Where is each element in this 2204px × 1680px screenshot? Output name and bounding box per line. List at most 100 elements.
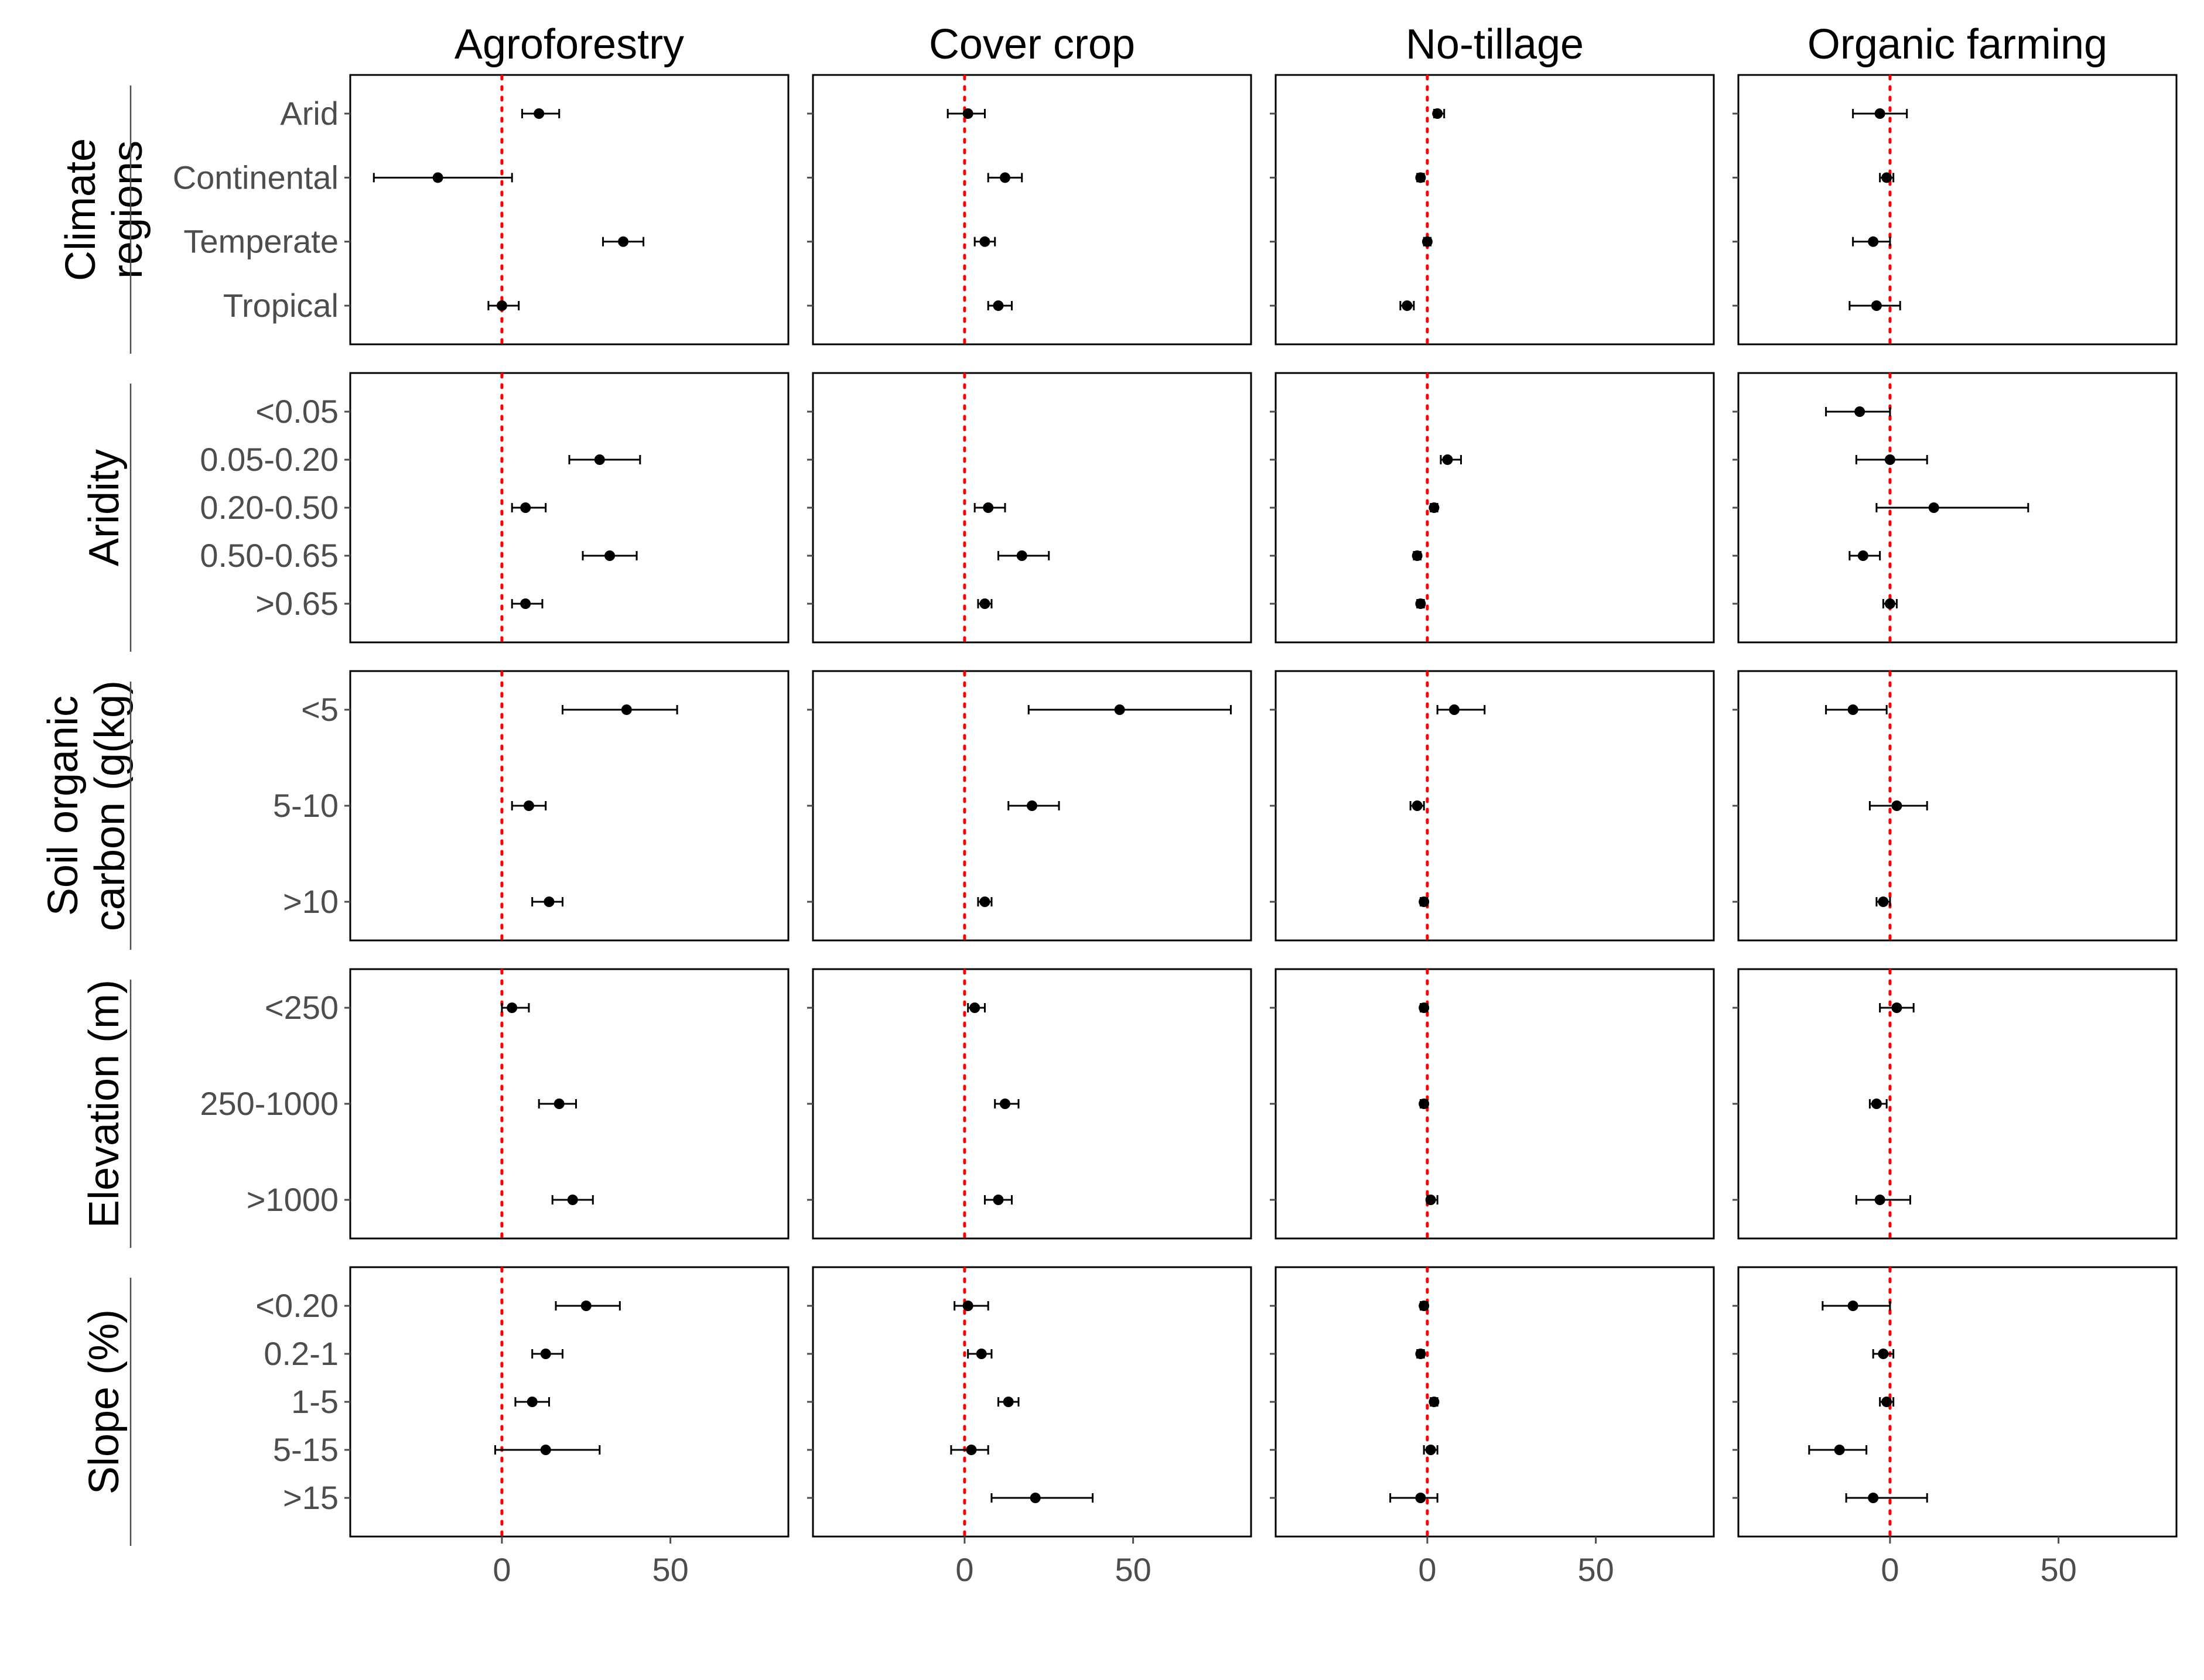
mean-point: [1448, 704, 1460, 715]
mean-point: [1871, 1099, 1882, 1109]
x-tick-label: 0: [1418, 1551, 1436, 1588]
mean-point: [1425, 1195, 1436, 1205]
mean-point: [540, 1349, 551, 1359]
x-tick-label: 50: [1115, 1551, 1151, 1588]
category-label: 5-10: [273, 787, 339, 824]
panel-frame-elevation-organic_farming: [1737, 968, 2178, 1240]
mean-point: [1027, 800, 1037, 811]
mean-point: [520, 502, 531, 513]
category-label: <0.05: [255, 393, 339, 430]
x-tick-label: 0: [955, 1551, 973, 1588]
mean-point: [1857, 550, 1868, 561]
mean-point: [1402, 300, 1413, 311]
mean-point: [1415, 172, 1426, 183]
row-title-line: Soil organic: [40, 696, 87, 916]
mean-point: [1884, 598, 1895, 609]
mean-point: [1415, 598, 1426, 609]
mean-point: [1847, 704, 1858, 715]
panel-frame-slope-cover_crop: [812, 1266, 1252, 1538]
panel-frame-climate-organic_farming: [1737, 74, 2178, 345]
column-title-agroforestry: Agroforestry: [455, 21, 684, 68]
mean-point: [534, 108, 545, 119]
mean-point: [1419, 1099, 1430, 1109]
mean-point: [1878, 897, 1889, 907]
row-title-line: Slope (%): [81, 1309, 128, 1494]
category-label: >1000: [247, 1181, 339, 1218]
mean-point: [999, 1099, 1010, 1109]
mean-point: [523, 800, 534, 811]
category-label: >10: [283, 883, 339, 920]
panel-frame-slope-no_tillage: [1274, 1266, 1715, 1538]
mean-point: [1412, 800, 1423, 811]
mean-point: [993, 300, 1004, 311]
mean-point: [1415, 1349, 1426, 1359]
panel-frame-soc-organic_farming: [1737, 670, 2178, 942]
mean-point: [1419, 1301, 1430, 1311]
mean-point: [1419, 897, 1430, 907]
mean-point: [540, 1445, 551, 1455]
x-tick-label: 50: [652, 1551, 688, 1588]
row-title-climate: Climateregions: [57, 138, 151, 281]
mean-point: [993, 1195, 1004, 1205]
mean-point: [1871, 300, 1882, 311]
mean-point: [1874, 1195, 1885, 1205]
mean-point: [983, 502, 994, 513]
mean-point: [1003, 1397, 1014, 1407]
mean-point: [1114, 704, 1125, 715]
category-label: >15: [283, 1479, 339, 1516]
mean-point: [567, 1195, 578, 1205]
mean-point: [1016, 550, 1027, 561]
category-label: 0.50-0.65: [200, 537, 339, 574]
category-label: <5: [301, 691, 339, 728]
mean-point: [1419, 1002, 1430, 1013]
row-title-line: Elevation (m): [81, 980, 128, 1228]
mean-point: [1881, 1397, 1892, 1407]
mean-point: [1891, 1002, 1902, 1013]
row-title-line: Aridity: [81, 449, 128, 566]
row-title-slope: Slope (%): [81, 1309, 128, 1494]
mean-point: [1928, 502, 1939, 513]
column-title-cover_crop: Cover crop: [929, 21, 1135, 68]
mean-point: [966, 1445, 977, 1455]
x-tick-label: 50: [2040, 1551, 2076, 1588]
mean-point: [594, 454, 605, 465]
panel-frame-climate-cover_crop: [812, 74, 1252, 345]
mean-point: [1868, 236, 1879, 247]
mean-point: [520, 598, 531, 609]
mean-point: [1415, 1493, 1426, 1503]
column-title-organic_farming: Organic farming: [1807, 21, 2107, 68]
category-label: Temperate: [183, 223, 339, 260]
mean-point: [1429, 502, 1440, 513]
mean-point: [1884, 454, 1895, 465]
mean-point: [1874, 108, 1885, 119]
mean-point: [507, 1002, 518, 1013]
category-label: 0.20-0.50: [200, 489, 339, 526]
panel-frame-soc-agroforestry: [349, 670, 790, 942]
category-label: 1-5: [291, 1383, 339, 1420]
mean-point: [999, 172, 1010, 183]
panel-frame-slope-agroforestry: [349, 1266, 790, 1538]
category-label: <250: [265, 989, 339, 1026]
row-title-soc: Soil organiccarbon (g(kg): [40, 680, 134, 931]
mean-point: [621, 704, 632, 715]
mean-point: [1868, 1493, 1879, 1503]
panel-frame-slope-organic_farming: [1737, 1266, 2178, 1538]
mean-point: [1891, 800, 1902, 811]
mean-point: [618, 236, 629, 247]
category-label: 5-15: [273, 1431, 339, 1468]
panel-frame-aridity-agroforestry: [349, 372, 790, 644]
mean-point: [527, 1397, 538, 1407]
panel-frame-climate-no_tillage: [1274, 74, 1715, 345]
mean-point: [580, 1301, 592, 1311]
mean-point: [1847, 1301, 1858, 1311]
mean-point: [432, 172, 443, 183]
mean-point: [553, 1099, 565, 1109]
panel-frame-elevation-no_tillage: [1274, 968, 1715, 1240]
panel-frame-aridity-no_tillage: [1274, 372, 1715, 644]
category-label: Continental: [173, 159, 339, 196]
x-tick-label: 50: [1577, 1551, 1614, 1588]
mean-point: [496, 300, 507, 311]
category-label: <0.20: [255, 1287, 339, 1324]
mean-point: [1878, 1349, 1889, 1359]
